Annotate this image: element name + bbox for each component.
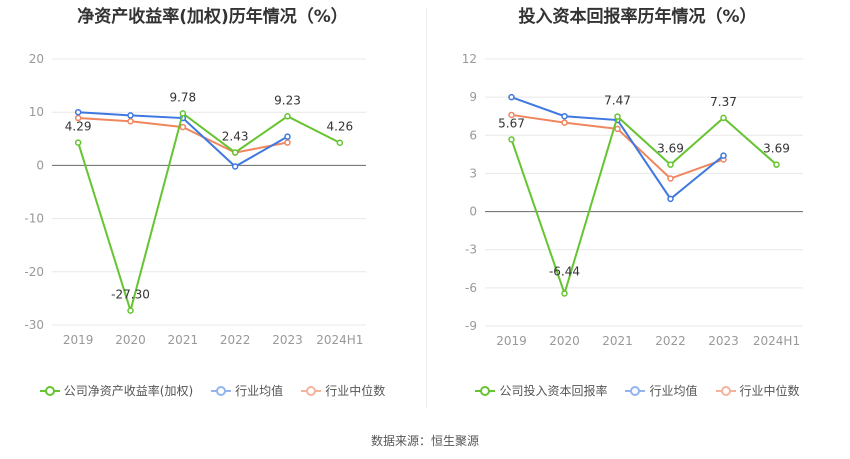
legend-label: 行业中位数 (739, 384, 800, 398)
data-label: 2.43 (222, 129, 249, 143)
data-label: 9.78 (169, 90, 196, 104)
y-tick-label: 12 (462, 52, 477, 66)
roic-line-chart: 12 9 6 3 0 -3 -6 -9 2019 2020 2021 2022 2023 2024H1 5.… (462, 52, 803, 348)
data-label: -27.30 (111, 288, 150, 302)
x-tick-label: 2019 (496, 334, 527, 348)
data-point-avg (667, 195, 674, 203)
chart-legend: 公司投入资本回报率 行业均值 行业中位数 (425, 382, 850, 399)
data-label: 7.37 (710, 95, 737, 109)
legend-line-icon (39, 385, 60, 396)
data-label: 4.29 (65, 120, 92, 134)
x-tick-label: 2021 (168, 333, 199, 347)
data-point-avg (284, 133, 291, 140)
chart-title: 净资产收益率(加权)历年情况（%） (77, 7, 348, 27)
data-point-company (720, 114, 727, 122)
y-tick-label: -10 (24, 212, 44, 226)
legend-item-company[interactable]: 公司投入资本回报率 (475, 382, 607, 399)
data-point-company (561, 290, 568, 297)
data-label: 3.69 (657, 142, 684, 156)
legend-label: 公司投入资本回报率 (499, 384, 608, 398)
data-label: 7.47 (604, 94, 631, 108)
data-label: 9.23 (274, 93, 301, 107)
legend-label: 行业中位数 (325, 384, 386, 398)
legend-line-icon (211, 385, 232, 396)
series-line-company (510, 114, 778, 297)
y-tick-label: -20 (24, 265, 44, 279)
roic-chart-panel: 投入资本回报率历年情况（%） 12 9 6 3 0 -3 -6 -9 2019 2020 2021 2… (425, 0, 850, 420)
y-tick-label: 3 (469, 166, 477, 180)
legend-item-median[interactable]: 行业中位数 (301, 382, 385, 399)
series-line-company (77, 111, 341, 315)
x-tick-label: 2023 (708, 334, 739, 348)
legend-item-avg[interactable]: 行业均值 (625, 382, 698, 399)
x-tick-label: 2024H1 (316, 333, 363, 347)
data-point-company (667, 161, 674, 168)
data-point-avg (74, 108, 82, 116)
series-line-avg (511, 96, 725, 201)
data-point-median (508, 111, 515, 119)
data-point-median (74, 114, 82, 122)
series-line-median (78, 117, 288, 154)
y-tick-label: -30 (24, 318, 44, 332)
x-tick-label: 2019 (63, 333, 94, 347)
legend-item-company[interactable]: 公司净资产收益率(加权) (39, 382, 194, 399)
x-tick-label: 2022 (655, 334, 686, 348)
data-point-median (614, 125, 621, 133)
data-point-company (179, 110, 187, 117)
legend-line-icon (715, 385, 736, 396)
data-point-company (508, 136, 515, 143)
data-point-median (284, 139, 291, 146)
data-point-company (231, 149, 239, 156)
y-tick-label: 0 (36, 158, 44, 172)
x-tick-label: 2024H1 (753, 334, 800, 348)
y-tick-label: 6 (469, 128, 477, 142)
legend-label: 公司净资产收益率(加权) (63, 384, 194, 398)
data-point-company (614, 113, 621, 120)
data-point-median (667, 175, 674, 182)
x-tick-label: 2020 (549, 334, 580, 348)
data-point-median (127, 117, 134, 125)
x-tick-label: 2023 (272, 333, 303, 347)
data-point-avg (231, 163, 239, 170)
roe-line-chart: 20 10 0 -10 -20 -30 2019 2020 2021 2022 2023 2024H1… (24, 52, 366, 347)
y-tick-label: -3 (465, 243, 477, 257)
x-tick-label: 2021 (602, 334, 633, 348)
roe-chart-panel: 净资产收益率(加权)历年情况（%） 20 10 0 -10 -20 -30 2019 2020… (0, 0, 425, 420)
data-point-avg (508, 93, 515, 101)
data-source: 数据来源：恒生聚源 (370, 434, 479, 448)
data-point-avg (720, 152, 727, 159)
chart-title: 投入资本回报率历年情况（%） (518, 7, 757, 27)
data-point-avg (127, 112, 134, 119)
legend-label: 行业均值 (649, 384, 698, 398)
data-point-company (284, 113, 291, 120)
y-tick-label: -6 (465, 281, 477, 295)
y-tick-label: 0 (469, 205, 477, 219)
legend-item-median[interactable]: 行业中位数 (715, 382, 800, 399)
data-label: 4.26 (326, 120, 353, 134)
y-tick-label: 9 (469, 90, 477, 104)
y-tick-label: -9 (465, 319, 477, 333)
data-point-median (179, 123, 187, 131)
data-label: 5.67 (498, 116, 525, 130)
legend-line-icon (625, 385, 646, 396)
panel-divider (426, 8, 427, 408)
data-label: 3.69 (763, 142, 790, 156)
chart-legend: 公司净资产收益率(加权) 行业均值 行业中位数 (0, 382, 425, 399)
data-point-company (773, 161, 780, 168)
data-point-company (74, 139, 82, 146)
legend-line-icon (475, 385, 496, 396)
y-tick-label: 20 (29, 52, 44, 66)
legend-item-avg[interactable]: 行业均值 (211, 382, 283, 399)
legend-line-icon (301, 385, 322, 396)
data-point-company (127, 307, 134, 314)
data-label: -6.44 (549, 264, 580, 278)
x-tick-label: 2020 (115, 333, 146, 347)
legend-label: 行业均值 (235, 384, 284, 398)
data-point-company (336, 139, 344, 146)
data-point-median (561, 119, 568, 126)
y-tick-label: 10 (29, 105, 44, 119)
x-tick-label: 2022 (220, 333, 251, 347)
data-point-avg (561, 112, 568, 120)
